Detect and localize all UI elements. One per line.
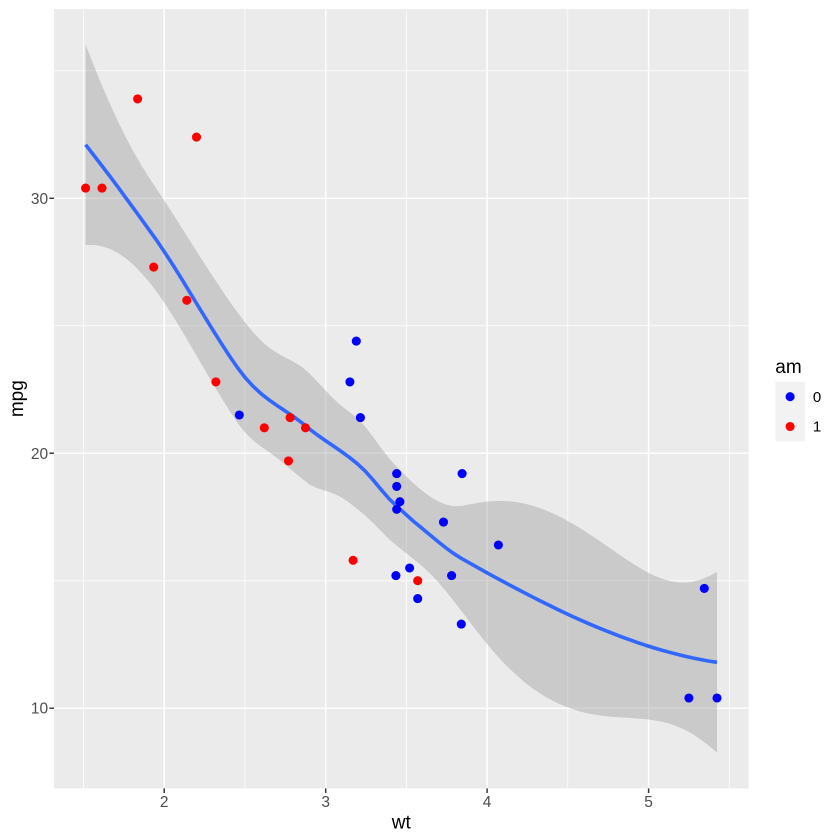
svg-text:3: 3 bbox=[321, 794, 330, 811]
svg-text:wt: wt bbox=[391, 813, 412, 834]
svg-text:4: 4 bbox=[483, 794, 492, 811]
svg-text:1: 1 bbox=[813, 419, 821, 436]
svg-text:am: am bbox=[775, 357, 801, 378]
svg-text:10: 10 bbox=[31, 701, 49, 718]
svg-text:mpg: mpg bbox=[7, 380, 28, 417]
svg-text:0: 0 bbox=[813, 389, 821, 406]
svg-text:5: 5 bbox=[644, 794, 653, 811]
svg-text:20: 20 bbox=[31, 446, 49, 463]
svg-text:30: 30 bbox=[31, 191, 49, 208]
svg-text:2: 2 bbox=[160, 794, 169, 811]
